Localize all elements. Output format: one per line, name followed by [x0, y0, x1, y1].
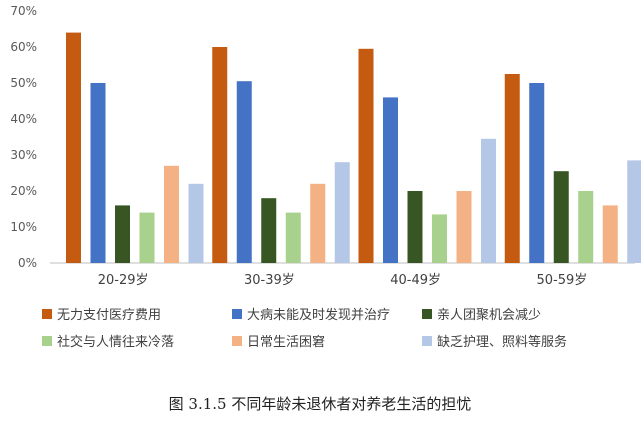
bar — [334, 162, 350, 263]
y-tick-label: 60% — [10, 40, 37, 54]
legend-swatch — [42, 336, 52, 346]
y-tick-label: 50% — [10, 76, 37, 90]
legend-item: 日常生活困窘 — [232, 335, 325, 350]
bar — [66, 32, 81, 263]
legend-item: 缺乏护理、照料等服务 — [422, 334, 567, 350]
bar — [261, 198, 277, 263]
bar — [504, 74, 520, 263]
legend-label: 日常生活困窘 — [247, 335, 325, 350]
bar — [432, 214, 447, 263]
legend-item: 大病未能及时发现并治疗 — [232, 307, 390, 323]
x-category-label: 40-49岁 — [390, 273, 441, 288]
bar — [529, 83, 545, 263]
legend-item: 无力支付医疗费用 — [42, 308, 161, 323]
y-tick-label: 70% — [10, 4, 37, 18]
y-axis: 0% 10% 20% 30% 40% 50% 60% 70% — [10, 4, 37, 270]
legend-swatch — [422, 309, 432, 319]
legend-label: 缺乏护理、照料等服务 — [437, 334, 567, 350]
x-axis-labels: 20-29岁 30-39岁 40-49岁 50-59岁 — [98, 273, 588, 288]
bar — [602, 205, 618, 263]
legend-label: 社交与人情往来冷落 — [57, 334, 174, 350]
x-category-label: 30-39岁 — [244, 273, 295, 288]
bar — [553, 171, 569, 263]
y-tick-label: 20% — [10, 184, 37, 198]
y-tick-label: 30% — [10, 148, 37, 162]
bars — [66, 32, 641, 264]
legend-swatch — [232, 336, 242, 346]
bar — [310, 183, 326, 263]
x-category-label: 50-59岁 — [536, 273, 587, 288]
y-tick-label: 0% — [18, 256, 37, 270]
y-tick-label: 40% — [10, 112, 37, 126]
figure-caption: 图 3.1.5 不同年龄未退休者对养老生活的担忧 — [169, 395, 472, 413]
bar — [627, 160, 641, 263]
bar — [481, 138, 496, 263]
bar — [578, 191, 594, 263]
y-tick-label: 10% — [10, 220, 37, 234]
bar — [407, 191, 423, 263]
bar — [90, 83, 106, 263]
bar — [285, 212, 301, 263]
legend-swatch — [232, 309, 242, 319]
legend-item: 社交与人情往来冷落 — [42, 334, 174, 350]
bar — [139, 212, 155, 263]
legend-label: 大病未能及时发现并治疗 — [247, 307, 390, 323]
legend-swatch — [42, 309, 52, 319]
legend-item: 亲人团聚机会减少 — [422, 308, 541, 323]
legend-label: 无力支付医疗费用 — [57, 308, 161, 323]
legend-label: 亲人团聚机会减少 — [437, 308, 541, 323]
bar — [188, 183, 204, 263]
bar — [456, 191, 472, 263]
bar — [236, 81, 252, 263]
bar — [358, 48, 374, 263]
legend-swatch — [422, 336, 432, 346]
bar — [164, 165, 179, 263]
bar — [115, 205, 130, 263]
bar — [212, 47, 228, 263]
x-category-label: 20-29岁 — [98, 273, 149, 288]
bar — [383, 97, 398, 264]
